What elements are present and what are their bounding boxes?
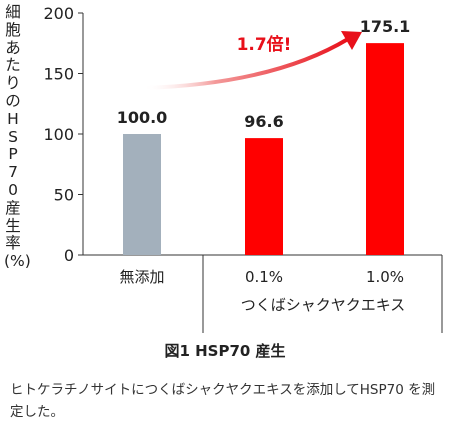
value-label: 175.1 [360,17,411,36]
y-tick-label: 100 [43,125,74,144]
category-label: 1.0% [366,268,404,286]
growth-arrow [141,37,350,90]
y-tick-label: 200 [43,4,74,23]
category-label: 無添加 [119,268,164,286]
value-label: 96.6 [244,112,283,131]
bar-2 [245,138,283,255]
bar-chart: 0 50 100 150 200 100.0 無添加 96.6 0.1% 175.1 1.0% つく… [43,4,443,333]
category-label: 0.1% [245,268,283,286]
figure-title: 図1 HSP70 産生 [164,342,286,360]
bar-1 [123,134,161,255]
fold-increase-annotation: 1.7倍! [237,34,292,55]
y-tick-label: 150 [43,65,74,84]
bar-3 [366,43,404,256]
arrow-head [341,31,362,50]
y-tick-label: 0 [64,246,74,265]
group-label: つくばシャクヤクエキス [241,296,406,314]
figure-description: ヒトケラチノサイトにつくばシャクヤクエキスを添加してHSP70 を測定した。 [10,382,436,420]
value-label: 100.0 [117,108,168,127]
y-tick-label: 50 [54,186,74,205]
